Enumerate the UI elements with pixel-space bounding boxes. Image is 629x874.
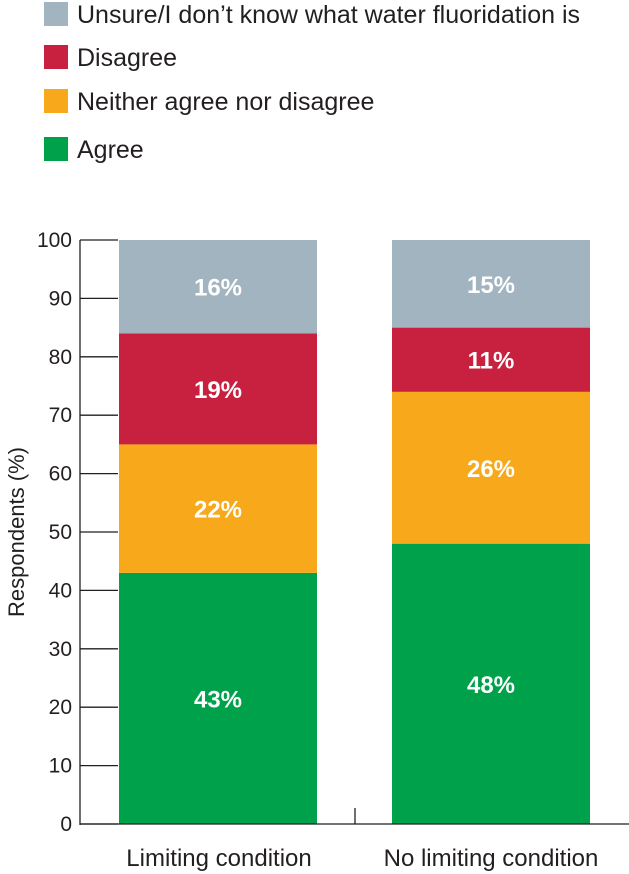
legend-swatch <box>44 89 68 113</box>
y-tick-label: 70 <box>49 404 72 427</box>
legend-swatch <box>44 137 68 161</box>
bar-segment <box>119 572 317 824</box>
y-tick-label: 20 <box>49 696 72 719</box>
bar-value-label: 43% <box>194 686 242 713</box>
y-axis: Respondents (%) 0 10 20 30 40 50 60 70 80 90 100 <box>4 229 118 836</box>
bar-value-label: 26% <box>467 456 515 483</box>
bars: 43% 22% 19% 16% 48% 26% 11% 15% <box>119 240 590 824</box>
legend-swatch <box>44 2 68 26</box>
bar-segment <box>392 327 590 392</box>
y-tick-label: 0 <box>60 813 72 836</box>
x-category-label: Limiting condition <box>126 845 311 872</box>
bar-segment <box>392 240 590 328</box>
bar-segment <box>119 240 317 334</box>
legend: Unsure/I don’t know what water fluoridat… <box>44 1 580 164</box>
y-tick-label: 30 <box>49 638 72 661</box>
y-tick-label: 10 <box>49 755 72 778</box>
bar-segment <box>119 333 317 445</box>
bar-segment <box>392 543 590 824</box>
x-axis: Limiting condition No limiting condition <box>80 808 629 872</box>
bar-value-label: 48% <box>467 672 515 699</box>
y-tick-label: 100 <box>37 229 72 252</box>
legend-entry: Neither agree nor disagree <box>77 88 374 116</box>
bar-value-label: 22% <box>194 497 242 524</box>
bar-value-label: 16% <box>194 275 242 302</box>
y-tick-label: 80 <box>49 346 72 369</box>
bar-value-label: 15% <box>467 272 515 299</box>
legend-entry: Agree <box>77 136 144 164</box>
legend-entry: Unsure/I don’t know what water fluoridat… <box>77 1 580 29</box>
y-tick-label: 50 <box>49 521 72 544</box>
y-tick-label: 40 <box>49 579 72 602</box>
bar-value-label: 11% <box>468 348 515 375</box>
bar-value-label: 19% <box>194 377 242 404</box>
x-category-label: No limiting condition <box>384 845 599 872</box>
legend-entry: Disagree <box>77 44 177 72</box>
bar-segment <box>119 444 317 573</box>
y-tick-label: 60 <box>49 463 72 486</box>
bar-segment <box>392 391 590 544</box>
legend-swatch <box>44 45 68 69</box>
y-axis-label: Respondents (%) <box>4 447 29 617</box>
y-tick-label: 90 <box>49 287 72 310</box>
